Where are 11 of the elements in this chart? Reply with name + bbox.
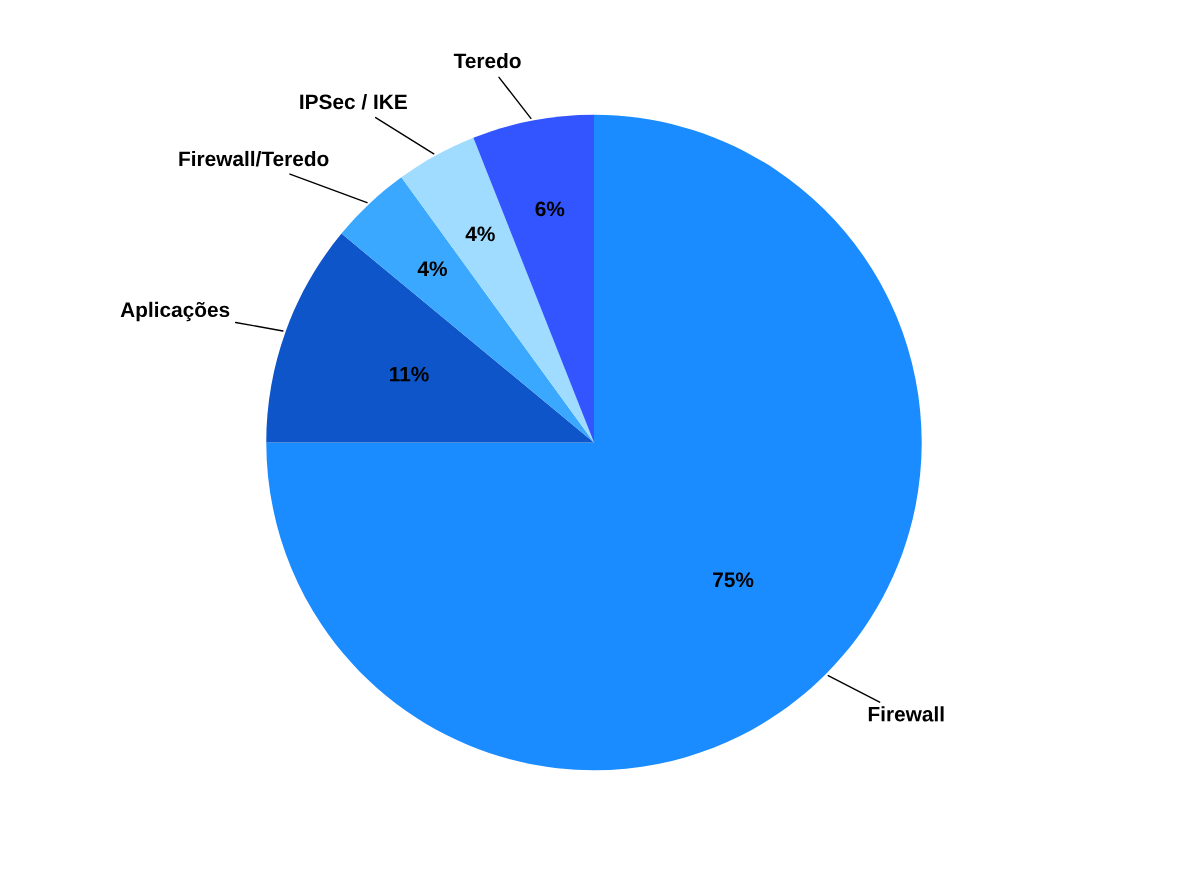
slice-label: IPSec / IKE: [300, 93, 407, 110]
data-label: 75%: [713, 572, 754, 588]
slice-label: Aplicações: [120, 301, 230, 322]
pie-slice: [341, 177, 594, 443]
slice-label: Teredo: [453, 52, 521, 69]
data-label: 6%: [535, 201, 565, 217]
slice-label: Firewall: [868, 706, 944, 722]
data-label: 4%: [465, 226, 495, 242]
data-label: 4%: [417, 261, 447, 277]
slice-label: Firewall/Teredo: [179, 150, 329, 167]
data-label: 11%: [390, 366, 429, 382]
